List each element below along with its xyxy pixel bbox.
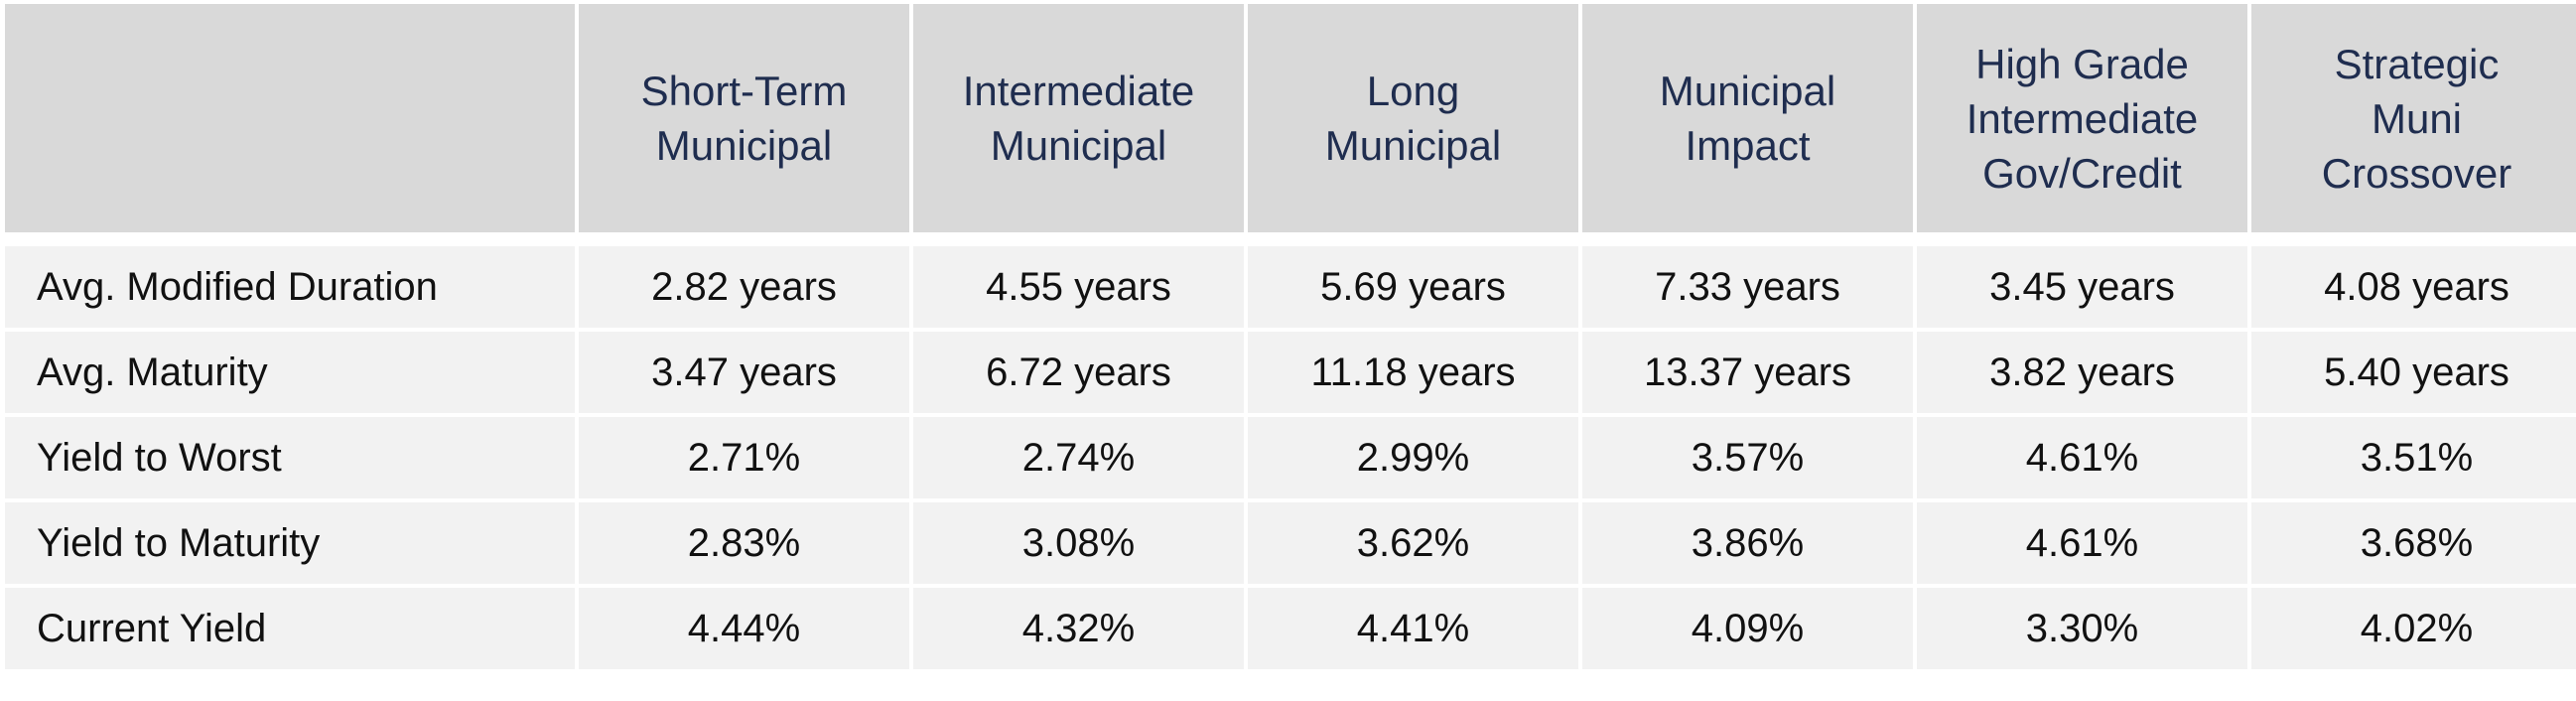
table-row-yield-to-maturity: Yield to Maturity 2.83% 3.08% 3.62% 3.86… [5, 502, 2576, 584]
row-label: Avg. Maturity [5, 332, 575, 413]
table-row-current-yield: Current Yield 4.44% 4.32% 4.41% 4.09% 3.… [5, 588, 2576, 669]
row-label: Yield to Worst [5, 417, 575, 498]
table-cell: 2.83% [579, 502, 909, 584]
spacer-cell [1917, 236, 2247, 242]
table-cell: 5.69 years [1248, 246, 1578, 328]
table-cell: 5.40 years [2251, 332, 2576, 413]
table-cell: 2.99% [1248, 417, 1578, 498]
table-cell: 2.71% [579, 417, 909, 498]
table-cell: 3.68% [2251, 502, 2576, 584]
column-header-line: Short-Term [640, 68, 848, 114]
table-cell: 4.44% [579, 588, 909, 669]
row-label: Yield to Maturity [5, 502, 575, 584]
column-header-line: Gov/Credit [1982, 149, 2182, 197]
table-cell: 3.62% [1248, 502, 1578, 584]
table-row-yield-to-worst: Yield to Worst 2.71% 2.74% 2.99% 3.57% 4… [5, 417, 2576, 498]
column-header-line: Strategic [2334, 40, 2500, 87]
table-cell: 3.47 years [579, 332, 909, 413]
spacer-cell [5, 236, 575, 242]
table-cell: 4.08 years [2251, 246, 2576, 328]
header-spacer-row [5, 236, 2576, 242]
column-header-long-municipal: Long Municipal [1248, 4, 1578, 232]
spacer-cell [579, 236, 909, 242]
column-header-strategic-muni-crossover: Strategic Muni Crossover [2251, 4, 2576, 232]
table-cell: 3.30% [1917, 588, 2247, 669]
table-cell: 3.51% [2251, 417, 2576, 498]
column-header-line: Crossover [2321, 149, 2512, 197]
column-header-line: Municipal [1324, 122, 1502, 169]
table-cell: 4.61% [1917, 417, 2247, 498]
row-label: Avg. Modified Duration [5, 246, 575, 328]
column-header-line: Muni [2371, 94, 2463, 142]
spacer-cell [2251, 236, 2576, 242]
column-header-line: Long [1366, 68, 1460, 114]
column-header-line: Municipal [990, 122, 1167, 169]
column-header-municipal-impact: Municipal Impact [1582, 4, 1913, 232]
spacer-cell [913, 236, 1244, 242]
column-header-high-grade-intermediate-gov-credit: High Grade Intermediate Gov/Credit [1917, 4, 2247, 232]
column-header-line: Intermediate [962, 68, 1195, 114]
table-cell: 4.09% [1582, 588, 1913, 669]
table-cell: 2.74% [913, 417, 1244, 498]
table-cell: 4.02% [2251, 588, 2576, 669]
column-header-line: Municipal [655, 122, 833, 169]
column-header-line: High Grade [1975, 40, 2189, 87]
column-header-intermediate-municipal: Intermediate Municipal [913, 4, 1244, 232]
fund-characteristics-table: Short-Term Municipal Intermediate Munici… [1, 0, 2576, 673]
table-cell: 3.08% [913, 502, 1244, 584]
table-cell: 7.33 years [1582, 246, 1913, 328]
header-row: Short-Term Municipal Intermediate Munici… [5, 4, 2576, 232]
column-header-line: Intermediate [1966, 94, 2199, 142]
spacer-cell [1248, 236, 1578, 242]
table-cell: 3.57% [1582, 417, 1913, 498]
table-cell: 4.55 years [913, 246, 1244, 328]
table-row-avg-maturity: Avg. Maturity 3.47 years 6.72 years 11.1… [5, 332, 2576, 413]
header-corner-cell [5, 4, 575, 232]
table-cell: 11.18 years [1248, 332, 1578, 413]
spacer-cell [1582, 236, 1913, 242]
table-cell: 3.86% [1582, 502, 1913, 584]
table-row-avg-modified-duration: Avg. Modified Duration 2.82 years 4.55 y… [5, 246, 2576, 328]
table-cell: 6.72 years [913, 332, 1244, 413]
table-cell: 3.45 years [1917, 246, 2247, 328]
column-header-line: Municipal [1659, 68, 1836, 114]
table-cell: 4.41% [1248, 588, 1578, 669]
row-label: Current Yield [5, 588, 575, 669]
table-cell: 13.37 years [1582, 332, 1913, 413]
table-cell: 4.32% [913, 588, 1244, 669]
table-cell: 4.61% [1917, 502, 2247, 584]
column-header-line: Impact [1685, 122, 1811, 169]
table-cell: 3.82 years [1917, 332, 2247, 413]
column-header-short-term-municipal: Short-Term Municipal [579, 4, 909, 232]
table-cell: 2.82 years [579, 246, 909, 328]
